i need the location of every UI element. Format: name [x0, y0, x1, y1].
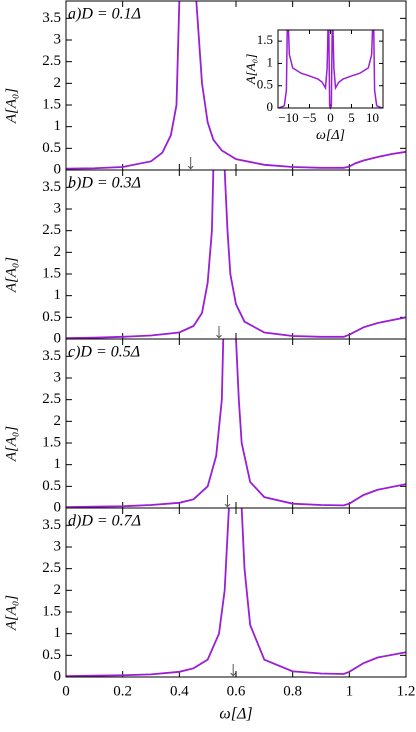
x-tick-label: 5: [348, 110, 355, 125]
y-tick-label: 0: [54, 499, 62, 515]
y-tick-label: 2: [54, 75, 62, 91]
panel-label: c)D = 0.5Δ: [68, 344, 140, 361]
arrow-head: [230, 672, 237, 677]
panel-label: d)D = 0.7Δ: [68, 513, 141, 530]
y-tick-label: 1: [54, 118, 62, 134]
y-tick-label: 1.5: [42, 603, 61, 619]
data-line: [278, 29, 383, 111]
arrow-head: [216, 334, 222, 339]
y-tick-label: 1.5: [42, 96, 61, 112]
y-tick-label: 0.5: [257, 77, 273, 92]
x-axis-label: ω[Δ]: [316, 128, 345, 143]
y-tick-label: 2.5: [42, 391, 61, 407]
arrow-head: [187, 165, 194, 170]
x-axis-label: ω[Δ]: [219, 706, 252, 723]
data-line: [65, 507, 407, 678]
x-tick-label: 0: [62, 683, 70, 699]
plot-frame: [65, 169, 407, 340]
y-tick-label: 1.5: [42, 265, 61, 281]
plot-frame: [277, 29, 384, 109]
y-axis-label: A[A₀]: [243, 54, 258, 86]
y-tick-label: 0.5: [42, 140, 61, 156]
y-tick-label: 1.5: [42, 434, 61, 450]
panel-label: a)D = 0.1Δ: [68, 6, 141, 23]
x-tick-label: 10: [366, 110, 379, 125]
y-tick-label: 0: [54, 668, 62, 684]
y-tick-label: 2.5: [42, 53, 61, 69]
y-tick-label: 2.5: [42, 560, 61, 576]
y-tick-label: 3: [54, 538, 62, 554]
y-tick-label: 1: [54, 625, 62, 641]
plot-frame: [65, 0, 407, 171]
y-tick-label: 3: [54, 200, 62, 216]
y-tick-label: 2: [54, 413, 62, 429]
y-tick-label: 2: [54, 582, 62, 598]
plot-frame: [65, 338, 407, 509]
y-tick-label: 3.5: [42, 517, 61, 533]
y-tick-label: 0.5: [42, 309, 61, 325]
y-tick-label: 2.5: [42, 222, 61, 238]
data-line: [65, 169, 407, 340]
panel-label: b)D = 0.3Δ: [68, 175, 141, 192]
x-tick-label: 0.2: [113, 683, 132, 699]
y-tick-label: 1.5: [257, 32, 273, 47]
y-axis-label: A[A₀]: [3, 426, 19, 462]
x-tick-label: 1: [346, 683, 354, 699]
y-tick-label: 1: [54, 287, 62, 303]
x-tick-label: 0.6: [227, 683, 246, 699]
y-tick-label: 0: [267, 99, 274, 114]
y-tick-label: 0: [54, 161, 62, 177]
y-tick-label: 3: [54, 369, 62, 385]
x-tick-label: −5: [303, 110, 317, 125]
y-tick-label: 0: [54, 330, 62, 346]
x-tick-label: 0: [327, 110, 334, 125]
data-line: [65, 338, 407, 509]
x-tick-label: 1.2: [397, 683, 416, 699]
y-axis-label: A[A₀]: [3, 257, 19, 293]
y-tick-label: 0.5: [42, 478, 61, 494]
y-axis-label: A[A₀]: [3, 595, 19, 631]
y-tick-label: 3.5: [42, 348, 61, 364]
x-tick-label: 0.4: [170, 683, 189, 699]
y-tick-label: 1: [54, 456, 62, 472]
x-tick-label: −10: [278, 110, 298, 125]
data-line: [65, 0, 407, 170]
plot-frame: [65, 507, 407, 678]
y-tick-label: 3.5: [42, 10, 61, 26]
x-tick-label: 0.8: [283, 683, 302, 699]
y-tick-label: 0.5: [42, 647, 61, 663]
y-tick-label: 3.5: [42, 179, 61, 195]
y-axis-label: A[A₀]: [3, 88, 19, 124]
arrow-head: [224, 503, 231, 508]
y-tick-label: 1: [267, 54, 274, 69]
y-tick-label: 3: [54, 31, 62, 47]
y-tick-label: 2: [54, 244, 62, 260]
